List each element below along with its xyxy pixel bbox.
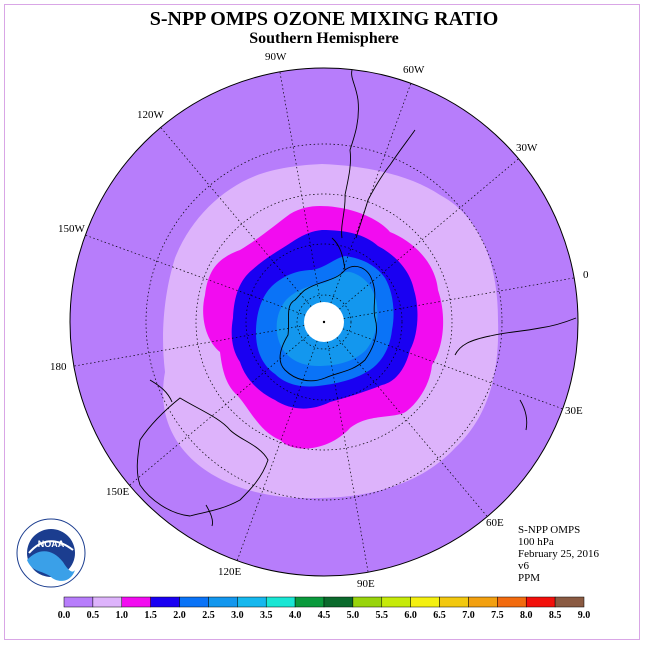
colorbar-swatch [439,596,469,608]
colorbar-tick-label: 7.5 [491,610,504,621]
colorbar-swatch [468,596,498,608]
lon-label-30e: 30E [565,405,583,417]
colorbar-swatch [150,596,180,608]
noaa-logo-text: NOAA [38,539,65,549]
coastlines [136,69,577,527]
colorbar-swatch [352,596,383,608]
lon-label-150e: 150E [106,486,130,498]
colorbar-tick-label: 8.0 [520,610,533,621]
colorbar-tick-label: 2.5 [202,610,215,621]
info-date: February 25, 2016 [518,548,599,560]
meridian-line [330,83,412,304]
lon-label-150w: 150W [58,223,86,235]
meridian-line [336,337,488,517]
info-block: S-NPP OMPS 100 hPa February 25, 2016 v6 … [518,524,599,584]
colorbar-swatch [410,596,440,608]
colorbar-tick-label: 0.5 [87,610,100,621]
info-units: PPM [518,572,541,584]
colorbar-swatch [323,596,354,608]
colorbar-swatch [554,596,585,608]
map-boundary [69,67,579,577]
colorbar-tick-label: 9.0 [578,610,591,621]
noaa-logo: NOAA [16,518,86,588]
colorbar-swatch [237,596,267,608]
lon-label-60w: 60W [403,64,425,76]
colorbar-tick-label: 1.5 [144,610,157,621]
map-title: S-NPP OMPS OZONE MIXING RATIO [149,8,499,30]
colorbar-tick-label: 4.5 [318,610,331,621]
lon-label-120w: 120W [137,109,165,121]
colorbar-tick-label: 7.0 [462,610,475,621]
colorbar-swatch [208,596,238,608]
colorbar-swatch [265,596,296,608]
colorbar: 0.0 0.5 1.0 1.5 2.0 2.5 3.0 3.5 4.0 4.5 5.0 5.5 6.0 6… [58,596,591,621]
lon-label-180: 180 [50,361,67,373]
lon-label-0: 0 [583,269,589,281]
colorbar-tick-label: 4.0 [289,610,302,621]
meridian-line [279,71,321,303]
info-level: 100 hPa [518,536,554,548]
info-instrument: S-NPP OMPS [518,524,581,536]
colorbar-swatch [497,596,527,608]
colorbar-tick-label: 2.0 [173,610,186,621]
colorbar-swatch [121,596,151,608]
colorbar-tick-label: 0.0 [58,610,71,621]
lon-label-90w: 90W [265,51,287,63]
colorbar-swatch [92,596,123,608]
colorbar-tick-label: 8.5 [549,610,562,621]
colorbar-swatch [63,596,94,608]
colorbar-tick-label: 6.5 [433,610,446,621]
figure-frame [4,4,640,640]
colorbar-swatch [381,596,411,608]
lon-label-30w: 30W [516,142,538,154]
meridian-line [129,334,309,486]
meridian-line [73,325,305,367]
colorbar-tick-label: 5.5 [376,610,389,621]
graticule [73,71,575,573]
lon-label-60e: 60E [486,517,504,529]
colorbar-tick-label: 3.0 [231,610,244,621]
meridian-line [327,341,369,573]
meridian-line [343,277,575,319]
colorbar-tick-label: 3.5 [260,610,273,621]
map-subtitle: Southern Hemisphere [249,30,399,47]
colorbar-tick-label: 5.0 [347,610,360,621]
meridian-line [160,127,312,307]
colorbar-tick-label: 1.0 [116,610,129,621]
longitude-labels: 0 30E 60E 90E 120E 150E 180 150W 120W 90… [50,51,589,590]
south-pole-dot [322,320,326,324]
meridian-line [339,158,519,310]
info-version: v6 [518,560,529,572]
colorbar-swatch [179,596,209,608]
lon-label-120e: 120E [218,566,242,578]
colorbar-swatch [294,596,325,608]
lon-label-90e: 90E [357,578,375,590]
meridian-line [85,234,306,316]
meridian-line [342,328,563,410]
colorbar-tick-label: 6.0 [404,610,417,621]
meridian-line [236,340,318,561]
colorbar-swatch [525,596,556,608]
